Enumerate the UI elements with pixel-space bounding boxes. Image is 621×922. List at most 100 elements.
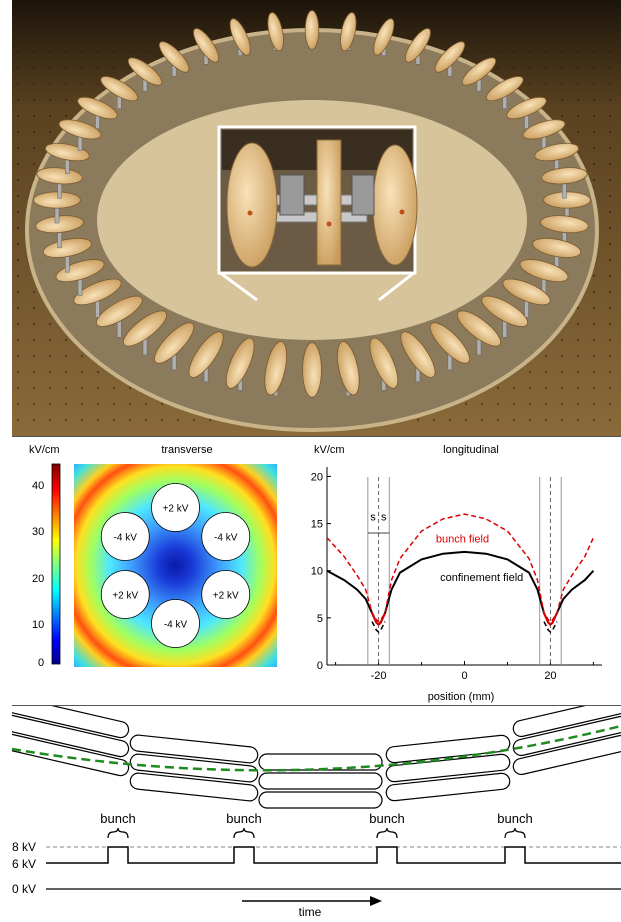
ring-disk — [404, 28, 431, 63]
inset-callout-right — [378, 270, 416, 302]
colorbar-tick-40: 40 — [32, 480, 44, 492]
ring-disk — [369, 337, 399, 389]
electrode-circle — [151, 483, 200, 532]
time-label: time — [299, 905, 322, 917]
ring-disk — [541, 167, 588, 185]
ring-disk — [485, 76, 524, 102]
electrode-circle — [151, 599, 200, 648]
colorbar-tick-30: 30 — [32, 526, 44, 538]
bunch-timing-panel: 8 kV 6 kV 0 kV bunch bunch bunch bunch t… — [2, 695, 621, 919]
ring-disk — [534, 143, 580, 162]
electrode-ring-photo — [12, 0, 621, 436]
ring-disk — [42, 237, 92, 258]
panel-divider-bottom — [12, 705, 621, 706]
level-8kv-label: 8 kV — [12, 840, 36, 854]
electrode-voltage-label: -4 kV — [214, 533, 238, 544]
colorbar-tick-20: 20 — [32, 573, 44, 585]
bunch-field-line — [326, 513, 595, 623]
minimum-highlight — [371, 612, 386, 626]
ring-disk — [95, 295, 143, 327]
ring-disk — [522, 119, 566, 140]
y-tick-label: 10 — [311, 566, 323, 578]
ring-disk — [373, 18, 395, 56]
transverse-electrodes: +2 kV -4 kV +2 kV -4 kV +2 kV -4 kV — [100, 483, 251, 648]
transverse-title: transverse — [161, 444, 212, 456]
ring-disk — [461, 57, 497, 86]
spacing-label-right: s — [381, 512, 387, 524]
colorbar — [51, 463, 61, 665]
bunch-braces — [107, 827, 526, 839]
y-tick-label: 0 — [317, 660, 323, 672]
ring-disk — [502, 278, 551, 306]
longitudinal-title: longitudinal — [443, 444, 499, 456]
colorbar-unit: kV/cm — [29, 444, 60, 456]
panel-divider-top — [12, 436, 621, 437]
ring-disk — [58, 119, 102, 140]
spacing-label-left: s — [370, 512, 376, 524]
voltage-pulse-trace — [46, 846, 621, 864]
ring-disk — [302, 342, 322, 398]
longitudinal-xlabel: position (mm) — [428, 691, 495, 703]
bunch-label-1: bunch — [100, 811, 135, 826]
electrode-circle — [100, 570, 150, 619]
electrode-circle — [201, 512, 251, 561]
ring-disk — [532, 237, 582, 258]
confinement-field-label: confinement field — [440, 572, 523, 584]
x-tick-label: 20 — [544, 670, 556, 682]
ion-trajectory — [11, 724, 621, 772]
ring-disk — [123, 310, 168, 347]
ring-disk — [540, 215, 589, 234]
minimum-highlight — [543, 612, 558, 626]
ring-disk — [77, 96, 118, 120]
ring-disk — [340, 12, 357, 52]
inset-disk-right — [372, 144, 418, 266]
bunch-label-4: bunch — [497, 811, 532, 826]
segmented-electrodes — [2, 695, 621, 809]
level-0kv-label: 0 kV — [12, 882, 36, 896]
ring-disk — [429, 322, 470, 364]
colorbar-tick-0: 0 — [38, 657, 44, 669]
timing-figure: 8 kV 6 kV 0 kV bunch bunch bunch bunch t… — [2, 695, 621, 919]
ring-disk — [267, 12, 284, 52]
electrode-voltage-label: +2 kV — [163, 504, 189, 515]
photo-illustration — [12, 0, 621, 436]
electrode-voltage-label: -4 kV — [114, 533, 138, 544]
level-6kv-label: 6 kV — [12, 857, 36, 871]
ring-disk — [193, 28, 220, 63]
y-tick-label: 15 — [311, 519, 323, 531]
ring-disk — [158, 41, 190, 73]
ring-disk — [434, 41, 466, 73]
ring-disk — [188, 331, 224, 378]
time-arrow-head — [370, 896, 382, 906]
ring-disk — [127, 57, 163, 86]
ring-disk — [229, 18, 251, 56]
ring-disk — [154, 322, 195, 364]
minimum-dashed-line — [371, 621, 558, 634]
longitudinal-ylabel: kV/cm — [314, 444, 345, 456]
electrode-voltage-label: -4 kV — [164, 620, 188, 631]
longitudinal-chart: 0 5 10 15 20 -20 0 20 bunch field confinement fie… — [311, 467, 602, 682]
inset-disk-center — [316, 139, 342, 266]
ring-disk — [400, 331, 436, 378]
inset-callout-left — [218, 270, 258, 302]
ring-disk — [481, 295, 529, 327]
electrode-voltage-label: +2 kV — [112, 591, 138, 602]
electrode-voltage-label: +2 kV — [213, 591, 239, 602]
y-tick-label: 20 — [311, 471, 323, 483]
inset-disk-left — [226, 142, 278, 268]
bunch-label-3: bunch — [369, 811, 404, 826]
colorbar-tick-10: 10 — [32, 619, 44, 631]
y-tick-label: 5 — [317, 613, 323, 625]
ring-disk — [225, 337, 255, 389]
ring-disk — [543, 191, 591, 209]
ring-disk — [506, 96, 547, 120]
ring-disk — [55, 259, 105, 283]
ring-disk — [36, 167, 83, 185]
ring-disk — [33, 191, 81, 209]
x-tick-label: -20 — [371, 670, 387, 682]
field-figures: kV/cm 40 30 20 10 0 transverse +2 kV -4 k… — [29, 444, 602, 703]
ring-disk — [337, 341, 360, 396]
bunch-label-2: bunch — [226, 811, 261, 826]
ring-disk — [100, 76, 139, 102]
electrode-circle — [201, 570, 251, 619]
